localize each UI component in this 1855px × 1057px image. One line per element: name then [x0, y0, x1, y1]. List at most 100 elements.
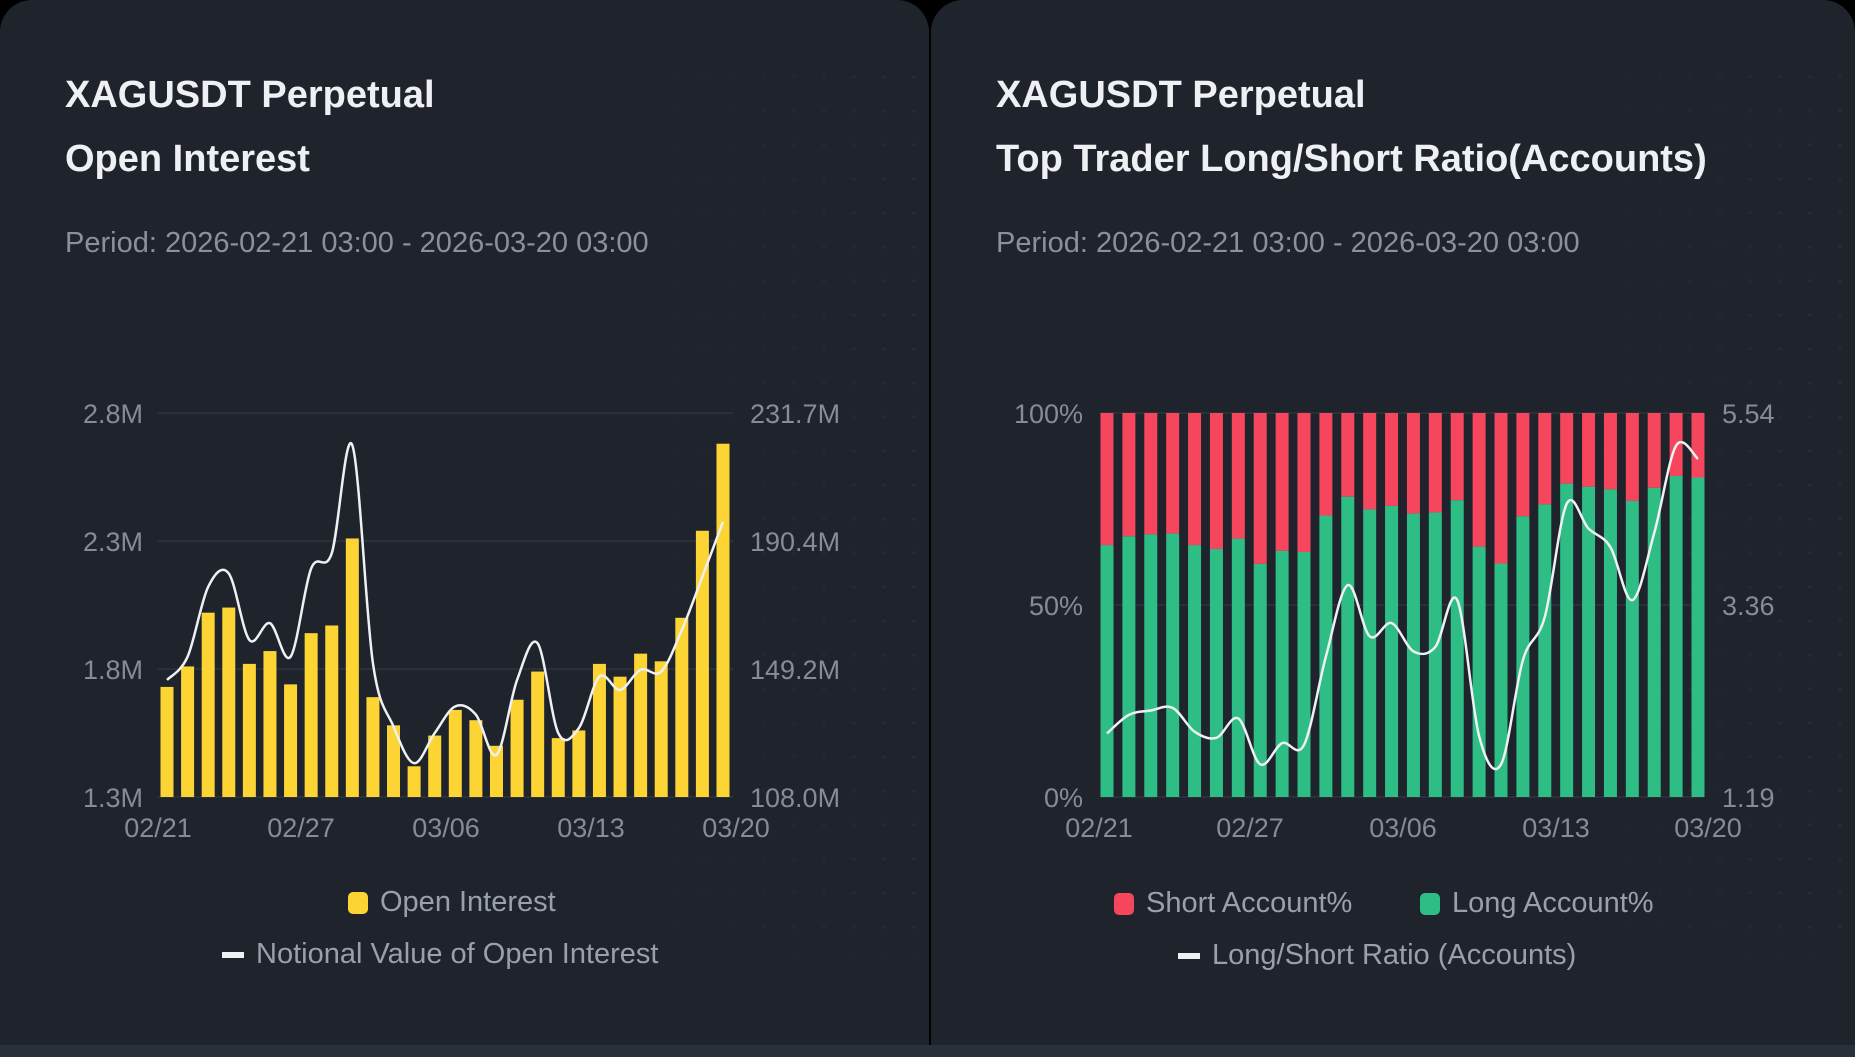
- panel-title-metric: Top Trader Long/Short Ratio(Accounts): [996, 138, 1707, 180]
- legend-swatch-yellow: [348, 891, 368, 914]
- open-interest-bar: [675, 617, 689, 797]
- open-interest-bar: [613, 676, 627, 797]
- short-account-bar: [1647, 413, 1661, 488]
- open-interest-bar: [325, 625, 339, 797]
- long-account-bar: [1188, 545, 1202, 797]
- x-tick-label: 02/21: [124, 813, 192, 843]
- long-account-bar: [1560, 483, 1574, 797]
- legend-ratio-line[interactable]: Long/Short Ratio (Accounts): [1178, 939, 1576, 972]
- legend-line-swatch: [1178, 952, 1200, 959]
- y-left-tick-label: 1.8M: [83, 655, 143, 685]
- short-account-bar: [1625, 413, 1639, 501]
- y-left-tick-label: 2.3M: [83, 527, 143, 557]
- long-short-ratio-chart[interactable]: 100% 5.54 50% 3.36 0% 1.19 02/21 02/27 03/06 03/1…: [931, 0, 1855, 1045]
- short-account-bar: [1297, 413, 1311, 553]
- legend-open-interest[interactable]: Open Interest: [348, 886, 556, 919]
- long-account-bar: [1144, 534, 1158, 797]
- x-tick-label: 03/13: [557, 813, 625, 843]
- open-interest-bar: [181, 666, 195, 797]
- open-interest-bar: [654, 661, 668, 797]
- open-interest-bar: [592, 663, 606, 797]
- open-interest-bar: [448, 709, 462, 797]
- short-account-bar: [1560, 413, 1574, 484]
- short-account-bar: [1122, 413, 1136, 537]
- short-account-bar: [1538, 413, 1552, 505]
- legend-label: Open Interest: [380, 886, 556, 918]
- short-account-bar: [1231, 413, 1245, 539]
- short-account-bar: [1275, 413, 1289, 551]
- long-account-bar: [1494, 563, 1508, 797]
- x-tick-label: 02/27: [1216, 813, 1284, 843]
- legend-swatch-green: [1420, 892, 1440, 915]
- long-account-bar: [1122, 536, 1136, 797]
- legend-notional-value[interactable]: Notional Value of Open Interest: [222, 938, 659, 971]
- y-left-tick-label: 2.8M: [83, 399, 143, 429]
- short-account-bar: [1188, 413, 1202, 546]
- open-interest-bar: [572, 730, 586, 797]
- open-interest-bar: [531, 671, 545, 797]
- short-account-bar: [1144, 413, 1158, 535]
- short-account-bar: [1319, 413, 1333, 516]
- legend-label: Short Account%: [1146, 887, 1353, 919]
- y-left-tick-label: 50%: [1029, 591, 1083, 621]
- x-tick-label: 03/20: [1674, 813, 1742, 843]
- open-interest-bar: [304, 633, 318, 797]
- x-tick-label: 02/27: [267, 813, 335, 843]
- y-right-tick-label: 5.54: [1722, 399, 1775, 429]
- open-interest-chart[interactable]: 2.8M 231.7M 2.3M 190.4M 1.8M 149.2M 1.3M 108.0M…: [0, 0, 929, 1045]
- short-account-bar: [1363, 413, 1377, 510]
- dot-pattern-decoration: [629, 60, 929, 960]
- short-account-bar: [1494, 413, 1508, 564]
- long-account-bar: [1363, 509, 1377, 797]
- short-account-bar: [1100, 413, 1114, 546]
- y-left-tick-label: 0%: [1044, 783, 1083, 813]
- open-interest-bar: [201, 612, 215, 797]
- panel-title-symbol: XAGUSDT Perpetual: [996, 74, 1366, 116]
- long-account-bar: [1275, 550, 1289, 797]
- long-account-bar: [1406, 513, 1420, 797]
- open-interest-bar: [263, 651, 277, 797]
- open-interest-bar: [489, 745, 503, 797]
- long-account-bar: [1341, 496, 1355, 797]
- long-account-bar: [1691, 477, 1705, 797]
- long-short-ratio-line: [1106, 440, 1699, 771]
- short-account-bar: [1603, 413, 1617, 490]
- x-tick-label: 03/06: [412, 813, 480, 843]
- long-account-bar: [1100, 545, 1114, 797]
- x-tick-label: 03/13: [1522, 813, 1590, 843]
- long-account-bar: [1472, 546, 1486, 797]
- long-account-bar: [1603, 489, 1617, 797]
- long-account-bar: [1166, 533, 1180, 797]
- long-account-bar: [1669, 475, 1683, 797]
- open-interest-bar: [469, 720, 483, 797]
- short-account-bar: [1406, 413, 1420, 514]
- long-account-bar: [1209, 548, 1223, 797]
- legend-label: Long Account%: [1452, 887, 1654, 919]
- short-account-bar: [1166, 413, 1180, 534]
- open-interest-panel: XAGUSDT Perpetual Open Interest Period: …: [0, 0, 929, 1045]
- y-right-tick-label: 108.0M: [750, 783, 840, 813]
- y-left-tick-label: 1.3M: [83, 783, 143, 813]
- open-interest-bar: [284, 684, 298, 797]
- long-account-bar: [1253, 563, 1267, 797]
- open-interest-bar: [428, 735, 442, 797]
- legend-long-account[interactable]: Long Account%: [1420, 887, 1654, 920]
- legend-short-account[interactable]: Short Account%: [1114, 887, 1352, 920]
- legend-swatch-red: [1114, 892, 1134, 915]
- short-account-bar: [1582, 413, 1596, 487]
- open-interest-bar: [510, 699, 524, 797]
- legend-label: Long/Short Ratio (Accounts): [1212, 939, 1577, 971]
- short-account-bar: [1516, 413, 1530, 517]
- open-interest-bar: [366, 697, 380, 797]
- open-interest-bar: [407, 766, 421, 797]
- short-account-bar: [1428, 413, 1442, 513]
- long-account-bar: [1297, 552, 1311, 797]
- open-interest-bar: [634, 653, 648, 797]
- short-account-bar: [1385, 413, 1399, 506]
- short-account-bar: [1253, 413, 1267, 564]
- open-interest-bar: [160, 686, 174, 797]
- period-label: Period: 2026-02-21 03:00 - 2026-03-20 03…: [65, 227, 649, 259]
- y-right-tick-label: 3.36: [1722, 591, 1775, 621]
- long-account-bar: [1538, 504, 1552, 797]
- long-account-bar: [1428, 512, 1442, 797]
